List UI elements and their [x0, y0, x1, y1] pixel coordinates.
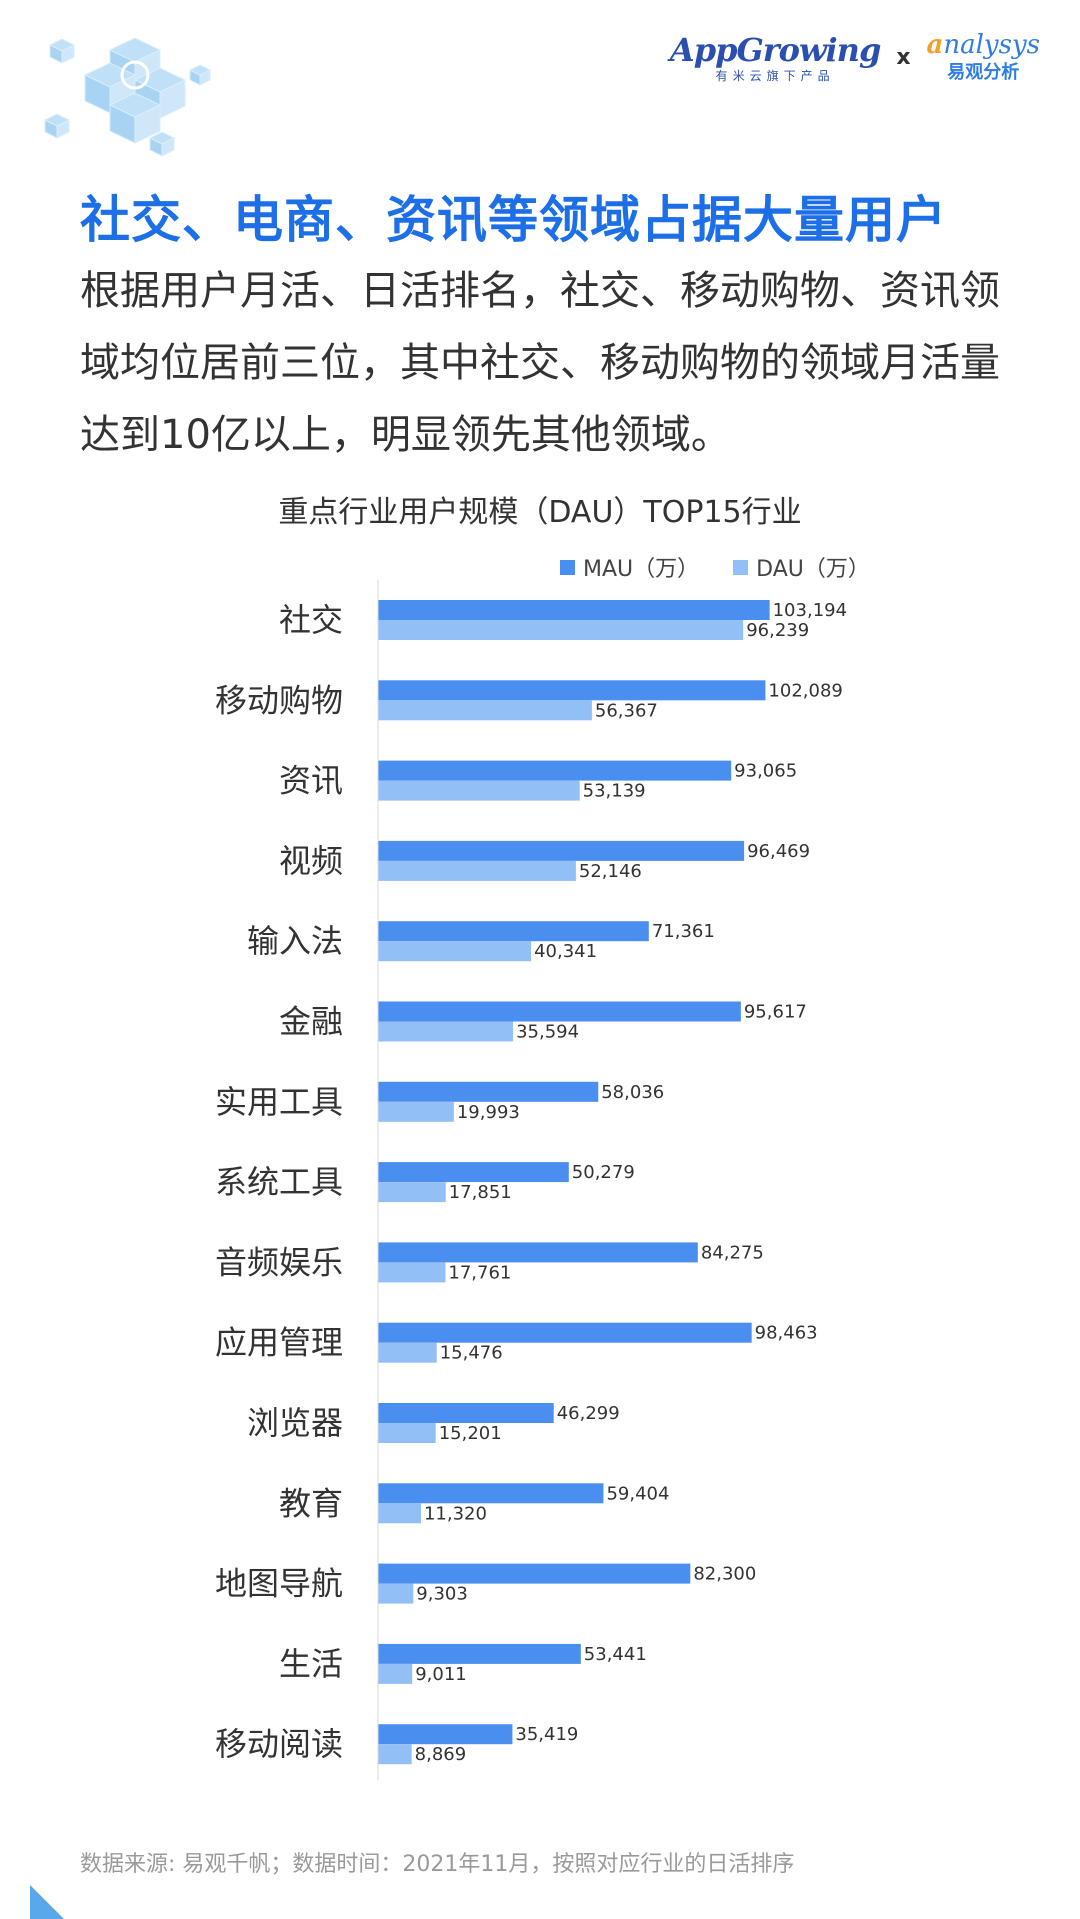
analysys-name-initial: a — [926, 30, 944, 60]
legend-item-mau: MAU（万） — [560, 551, 699, 583]
dau-data-label: 40,341 — [534, 941, 597, 962]
dau-data-label: 35,594 — [516, 1022, 579, 1043]
dau-bar — [378, 1663, 413, 1684]
dau-data-label: 15,201 — [439, 1423, 502, 1444]
dau-data-label: 19,993 — [457, 1102, 520, 1123]
mau-bar — [378, 1483, 604, 1504]
category-label: 社交 — [279, 601, 343, 639]
dau-data-label: 56,367 — [595, 700, 658, 721]
mau-bar — [378, 680, 766, 701]
page-headline: 社交、电商、资讯等领域占据大量用户 — [80, 191, 947, 249]
mau-bar — [378, 1724, 513, 1745]
category-label: 金融 — [279, 1003, 343, 1041]
dau-data-label: 9,303 — [416, 1584, 468, 1605]
category-label: 实用工具 — [215, 1083, 343, 1121]
analysys-subtitle: 易观分析 — [947, 62, 1020, 83]
dau-bar — [378, 1101, 454, 1122]
mau-data-label: 103,194 — [773, 600, 847, 621]
dau-data-label: 96,239 — [746, 620, 809, 641]
mau-data-label: 95,617 — [744, 1002, 807, 1023]
dau-data-label: 17,761 — [448, 1262, 511, 1283]
dau-bar — [378, 860, 576, 881]
analysys-logo: analysys 易观分析 — [927, 30, 1040, 84]
legend-swatch-mau — [560, 559, 575, 575]
mau-bar — [378, 1001, 741, 1022]
mau-bar — [378, 1162, 569, 1183]
mau-bar — [378, 1403, 554, 1423]
chart-title: 重点行业用户规模（DAU）TOP15行业 — [278, 495, 802, 530]
dau-data-label: 15,476 — [440, 1343, 503, 1364]
category-label: 应用管理 — [215, 1324, 343, 1362]
appgrowing-subtitle: 有米云旗下产品 — [715, 68, 835, 83]
analysys-name-rest: nalysys — [943, 30, 1040, 60]
mau-data-label: 59,404 — [606, 1483, 669, 1504]
cube-cluster-decoration — [43, 37, 212, 157]
dau-bar — [378, 1583, 414, 1604]
mau-data-label: 82,300 — [693, 1564, 756, 1585]
dau-bar — [378, 1423, 436, 1443]
analysys-name: analysys — [927, 30, 1040, 60]
dau-data-label: 52,146 — [579, 861, 642, 882]
mau-data-label: 46,299 — [557, 1403, 620, 1424]
dau-bar — [378, 620, 744, 640]
mau-data-label: 35,419 — [515, 1724, 578, 1745]
mau-data-label: 98,463 — [755, 1323, 818, 1344]
mau-data-label: 53,441 — [584, 1644, 647, 1665]
legend-swatch-dau — [733, 559, 749, 575]
dau-bar — [378, 1182, 446, 1203]
mau-bar — [378, 600, 770, 620]
category-label: 视频 — [279, 842, 343, 880]
dau-bar — [378, 780, 580, 801]
mau-data-label: 93,065 — [734, 761, 797, 782]
intro-paragraph: 根据用户月活、日活排名，社交、移动购物、资讯领域均位居前三位，其中社交、移动购物… — [80, 268, 1000, 458]
category-label: 输入法 — [247, 922, 343, 960]
mau-bar — [378, 840, 745, 861]
legend-item-dau: DAU（万） — [733, 551, 870, 583]
dau-data-label: 9,011 — [415, 1664, 467, 1685]
dau-bar — [378, 1744, 412, 1765]
mau-data-label: 84,275 — [701, 1242, 764, 1263]
brand-logos: AppGrowing 有米云旗下产品 x analysys 易观分析 — [670, 30, 1040, 84]
dau-bar — [378, 941, 532, 962]
corner-triangle-decoration — [30, 1885, 64, 1919]
category-label: 教育 — [279, 1484, 343, 1522]
dau-data-label: 8,869 — [415, 1744, 467, 1765]
mau-bar — [378, 921, 649, 942]
dau-data-label: 53,139 — [583, 781, 646, 802]
dau-data-label: 11,320 — [424, 1503, 487, 1524]
category-label: 地图导航 — [215, 1565, 343, 1603]
data-source-note: 数据来源: 易观千帆；数据时间：2021年11月，按照对应行业的日活排序 — [80, 1852, 795, 1877]
dau-bar — [378, 1262, 446, 1283]
mau-data-label: 96,469 — [747, 841, 810, 862]
mau-data-label: 58,036 — [601, 1082, 664, 1103]
dau-bar — [378, 1503, 421, 1524]
category-label: 浏览器 — [247, 1404, 343, 1442]
legend-label-dau: DAU（万） — [756, 557, 870, 582]
dau-data-label: 17,851 — [449, 1182, 512, 1203]
dau-bar — [378, 700, 592, 721]
category-label: 移动阅读 — [215, 1725, 343, 1763]
chart-legend: MAU（万） DAU（万） — [560, 551, 870, 583]
brand-separator: x — [896, 44, 911, 70]
mau-bar — [378, 1563, 691, 1584]
category-label: 生活 — [279, 1645, 343, 1683]
appgrowing-logo: AppGrowing 有米云旗下产品 — [669, 30, 881, 84]
dau-bar — [378, 1021, 514, 1042]
category-label: 移动购物 — [215, 681, 343, 719]
category-label: 音频娱乐 — [215, 1243, 343, 1281]
legend-label-mau: MAU（万） — [583, 557, 700, 582]
mau-data-label: 50,279 — [572, 1162, 635, 1183]
appgrowing-name: AppGrowing — [669, 30, 881, 69]
mau-data-label: 71,361 — [652, 921, 715, 942]
mau-bar — [378, 1081, 599, 1102]
dau-bar — [378, 1342, 437, 1363]
mau-bar — [378, 1242, 698, 1263]
mau-bar — [378, 760, 732, 781]
mau-bar — [378, 1322, 752, 1343]
category-label: 系统工具 — [215, 1163, 343, 1201]
category-label: 资讯 — [279, 762, 343, 800]
mau-data-label: 102,089 — [768, 680, 842, 701]
mau-bar — [378, 1643, 581, 1664]
